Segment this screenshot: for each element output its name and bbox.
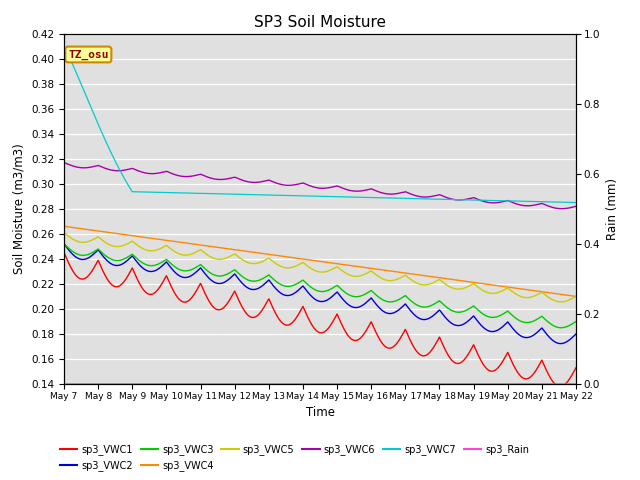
sp3_VWC3 [572, 319, 580, 324]
sp3_Rain [379, 381, 387, 387]
sp3_VWC2 [572, 331, 580, 337]
sp3_VWC4 [60, 224, 68, 229]
sp3_Rain [370, 381, 378, 387]
sp3_VWC5 [572, 294, 580, 300]
sp3_VWC6 [370, 187, 378, 192]
sp3_VWC2 [170, 268, 177, 274]
sp3_VWC5 [572, 294, 580, 300]
sp3_VWC4 [572, 294, 580, 300]
sp3_VWC5 [203, 252, 211, 257]
sp3_VWC7 [203, 191, 211, 196]
Y-axis label: Soil Moisture (m3/m3): Soil Moisture (m3/m3) [13, 144, 26, 274]
Legend: sp3_VWC1, sp3_VWC2, sp3_VWC3, sp3_VWC4, sp3_VWC5, sp3_VWC6, sp3_VWC7, sp3_Rain: sp3_VWC1, sp3_VWC2, sp3_VWC3, sp3_VWC4, … [56, 441, 533, 475]
sp3_VWC5 [379, 276, 387, 282]
sp3_VWC7 [524, 198, 531, 204]
sp3_VWC4 [379, 267, 387, 273]
sp3_Rain [572, 381, 580, 387]
sp3_VWC1 [556, 384, 564, 389]
Line: sp3_VWC3: sp3_VWC3 [64, 244, 576, 328]
sp3_VWC2 [203, 273, 211, 279]
sp3_VWC1 [203, 294, 211, 300]
sp3_Rain [203, 381, 211, 387]
sp3_VWC4 [524, 287, 531, 293]
sp3_VWC7 [60, 43, 68, 49]
sp3_VWC6 [379, 190, 387, 196]
sp3_VWC6 [203, 174, 211, 180]
sp3_VWC3 [379, 297, 387, 302]
sp3_VWC5 [60, 230, 68, 236]
Line: sp3_VWC7: sp3_VWC7 [64, 46, 576, 203]
sp3_VWC5 [170, 248, 177, 254]
sp3_Rain [572, 381, 579, 387]
Line: sp3_VWC4: sp3_VWC4 [64, 227, 576, 297]
sp3_VWC1 [524, 376, 531, 382]
Line: sp3_VWC1: sp3_VWC1 [64, 252, 576, 386]
sp3_VWC7 [170, 190, 177, 195]
sp3_VWC3 [572, 319, 580, 324]
sp3_VWC2 [370, 298, 378, 304]
Line: sp3_VWC6: sp3_VWC6 [64, 163, 576, 209]
sp3_VWC1 [170, 288, 177, 294]
sp3_VWC3 [203, 267, 211, 273]
sp3_VWC3 [170, 263, 177, 269]
sp3_VWC7 [572, 200, 579, 205]
sp3_VWC3 [524, 320, 531, 325]
sp3_VWC6 [572, 204, 580, 209]
sp3_Rain [60, 381, 68, 387]
sp3_VWC4 [370, 266, 378, 272]
sp3_VWC1 [572, 365, 580, 371]
sp3_VWC4 [203, 243, 211, 249]
sp3_VWC6 [60, 160, 68, 166]
sp3_VWC1 [60, 250, 68, 255]
sp3_VWC7 [379, 195, 387, 201]
sp3_VWC2 [557, 341, 564, 347]
Y-axis label: Rain (mm): Rain (mm) [605, 178, 619, 240]
sp3_VWC3 [370, 290, 378, 296]
sp3_VWC2 [524, 335, 531, 340]
sp3_VWC6 [572, 204, 580, 209]
sp3_Rain [524, 381, 531, 387]
sp3_VWC2 [60, 241, 68, 247]
sp3_VWC4 [170, 239, 177, 244]
sp3_VWC5 [524, 295, 531, 300]
sp3_VWC6 [170, 171, 177, 177]
sp3_VWC5 [370, 270, 378, 276]
sp3_VWC6 [524, 203, 531, 209]
Text: TZ_osu: TZ_osu [68, 49, 109, 60]
sp3_VWC1 [370, 324, 378, 330]
sp3_VWC5 [557, 299, 564, 305]
Line: sp3_VWC5: sp3_VWC5 [64, 233, 576, 302]
sp3_VWC2 [572, 331, 580, 337]
sp3_VWC7 [370, 195, 378, 201]
sp3_VWC1 [379, 341, 387, 347]
sp3_VWC6 [558, 206, 566, 212]
X-axis label: Time: Time [305, 406, 335, 419]
sp3_VWC7 [572, 200, 580, 205]
sp3_VWC4 [572, 293, 579, 299]
sp3_VWC2 [379, 308, 387, 313]
sp3_Rain [170, 381, 177, 387]
sp3_VWC1 [572, 365, 580, 371]
Title: SP3 Soil Moisture: SP3 Soil Moisture [254, 15, 386, 30]
Line: sp3_VWC2: sp3_VWC2 [64, 244, 576, 344]
sp3_VWC3 [60, 241, 68, 247]
sp3_VWC3 [557, 325, 564, 331]
